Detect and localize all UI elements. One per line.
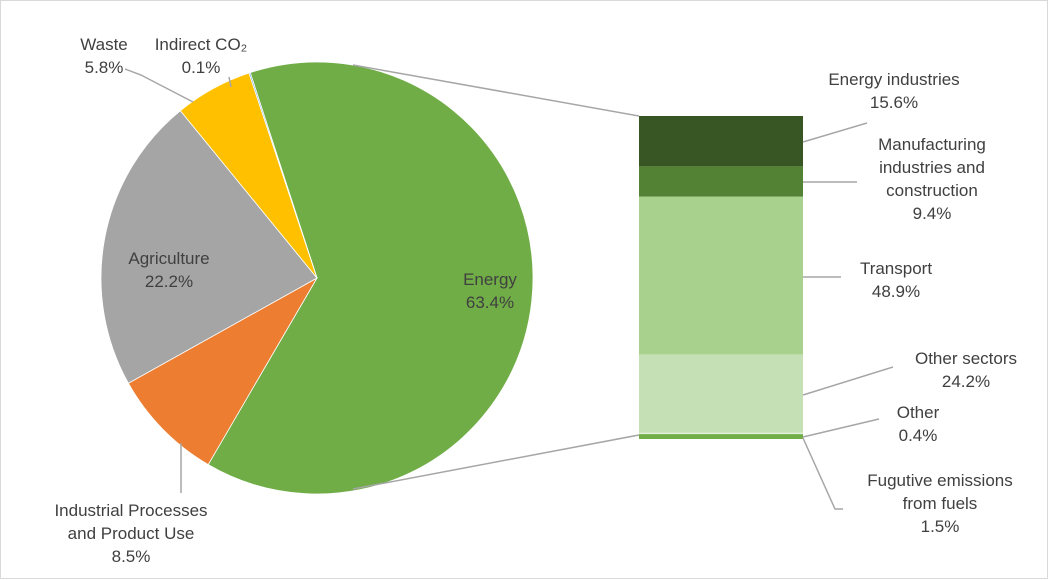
label-transport-value: 48.9% xyxy=(871,282,921,301)
label-ippu-line2: and Product Use xyxy=(67,524,195,543)
leader-fugitive xyxy=(802,437,843,510)
label-manufacturing-line3: construction xyxy=(886,181,978,200)
bar-segment-energy-industries xyxy=(639,116,803,167)
label-fugitive-value: 1.5% xyxy=(920,517,960,536)
label-transport-name: Transport xyxy=(859,259,933,278)
pie-slice-indirect-co xyxy=(248,72,318,279)
bar-segment-fugutive-emissions-from-fuels xyxy=(639,434,803,439)
leader-other xyxy=(802,418,880,438)
label-waste: Waste 5.8% xyxy=(69,33,139,79)
label-energy-industries-name: Energy industries xyxy=(828,70,960,89)
label-manufacturing-line1: Manufacturing xyxy=(878,135,986,154)
bar-segment-other xyxy=(639,432,803,435)
label-other: Other 0.4% xyxy=(883,401,953,447)
label-waste-name: Waste xyxy=(80,35,128,54)
connector-top xyxy=(352,64,640,117)
leader-energy-industries xyxy=(802,122,868,143)
label-ippu: Industrial Processes and Product Use 8.5… xyxy=(29,499,233,568)
pie-slice-energy xyxy=(207,61,534,495)
label-ippu-line1: Industrial Processes xyxy=(54,501,208,520)
label-other-value: 0.4% xyxy=(898,426,938,445)
label-indirect-co2-name: Indirect CO₂ xyxy=(154,35,248,54)
label-other-name: Other xyxy=(896,403,940,422)
label-manufacturing-line2: industries and xyxy=(879,158,985,177)
label-manufacturing: Manufacturing industries and constructio… xyxy=(859,133,1005,225)
label-energy-value: 63.4% xyxy=(465,293,515,312)
bar-segment-other-sectors xyxy=(639,354,803,433)
label-energy-name: Energy xyxy=(463,270,517,289)
label-energy-industries-value: 15.6% xyxy=(869,93,919,112)
label-transport: Transport 48.9% xyxy=(846,257,946,303)
label-ippu-value: 8.5% xyxy=(111,547,151,566)
leader-lines xyxy=(124,64,894,510)
label-fugitive: Fugutive emissions from fuels 1.5% xyxy=(847,469,1033,538)
label-agriculture-name: Agriculture xyxy=(128,249,210,268)
leader-waste xyxy=(124,68,194,103)
label-indirect-co2-value: 0.1% xyxy=(181,58,221,77)
stacked-bar xyxy=(639,116,803,439)
label-agriculture-value: 22.2% xyxy=(144,272,194,291)
label-waste-value: 5.8% xyxy=(84,58,124,77)
label-indirect-co2: Indirect CO₂ 0.1% xyxy=(145,33,257,79)
pie xyxy=(100,61,534,495)
pie-slice-industrial-processes-and-product-use xyxy=(127,276,319,466)
label-fugitive-line1: Fugutive emissions xyxy=(867,471,1013,490)
leader-other-sectors xyxy=(802,366,894,396)
bar-segment-transport xyxy=(639,196,803,355)
label-manufacturing-value: 9.4% xyxy=(912,204,952,223)
label-agriculture: Agriculture 22.2% xyxy=(109,247,229,293)
bar-segment-manufacturing-industries-and-construction xyxy=(639,166,803,197)
label-other-sectors-name: Other sectors xyxy=(914,349,1018,368)
leader-indirect-co2 xyxy=(228,76,232,88)
label-fugitive-line2: from fuels xyxy=(902,494,978,513)
label-other-sectors-value: 24.2% xyxy=(941,372,991,391)
connector-bottom xyxy=(352,434,640,490)
label-energy-industries: Energy industries 15.6% xyxy=(809,68,979,114)
pie-slice-agriculture xyxy=(100,110,318,384)
label-other-sectors: Other sectors 24.2% xyxy=(901,347,1031,393)
label-energy: Energy 63.4% xyxy=(442,268,538,314)
